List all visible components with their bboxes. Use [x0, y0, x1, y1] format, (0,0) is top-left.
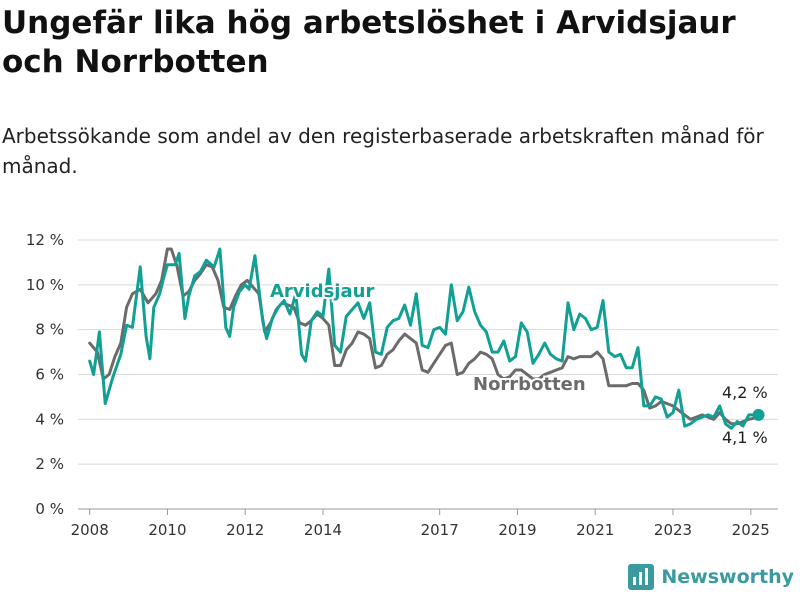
x-tick-label: 2010	[148, 521, 186, 539]
y-tick-label: 6 %	[35, 366, 64, 384]
x-tick-label: 2019	[498, 521, 536, 539]
series-label-arvidsjaur: Arvidsjaur	[270, 281, 374, 302]
chart-title: Ungefär lika hög arbetslöshet i Arvidsja…	[2, 5, 736, 80]
x-tick-label: 2023	[654, 521, 692, 539]
y-tick-label: 0 %	[35, 500, 64, 518]
series-label-norrbotten: Norrbotten	[473, 374, 586, 395]
series-line-norrbotten	[88, 247, 761, 426]
x-tick-label: 2021	[576, 521, 614, 539]
y-axis: 0 % 2 % 4 % 6 % 8 % 10 % 12 %	[26, 231, 64, 518]
x-tick-label: 2025	[732, 521, 770, 539]
chart-subtitle: Arbetssökande som andel av den registerb…	[2, 124, 764, 178]
y-tick-label: 4 %	[35, 410, 64, 428]
series-labels: Arvidsjaur Norrbotten 4,2 % 4,1 %	[268, 279, 768, 447]
gridlines	[78, 239, 778, 510]
x-tick-label: 2012	[226, 521, 264, 539]
series-line-arvidsjaur	[88, 247, 761, 430]
end-value-label-norrbotten: 4,1 %	[722, 428, 768, 447]
x-tick-label: 2017	[421, 521, 459, 539]
x-tick-label: 2008	[71, 521, 109, 539]
brand-name: Newsworthy	[661, 566, 794, 588]
end-point-marker	[752, 408, 765, 421]
y-tick-label: 12 %	[26, 231, 64, 249]
x-axis: 2008 2010 2012 2014 2017 2019 2021 2023 2025	[71, 509, 770, 539]
y-tick-label: 8 %	[35, 321, 64, 339]
series-lines	[88, 247, 765, 430]
end-value-label-arvidsjaur: 4,2 %	[722, 383, 768, 402]
y-tick-label: 2 %	[35, 455, 64, 473]
bar-chart-icon	[628, 564, 655, 590]
x-tick-label: 2014	[304, 521, 342, 539]
newsworthy-logo: Newsworthy	[628, 562, 794, 592]
y-tick-label: 10 %	[26, 276, 64, 294]
